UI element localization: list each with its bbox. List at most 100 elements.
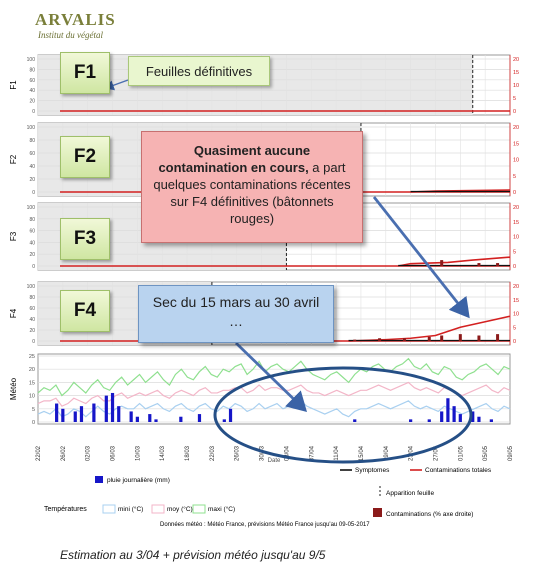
label-f1: F1 — [60, 52, 110, 94]
rain-bar — [427, 419, 431, 422]
right-tick-label: 5 — [513, 96, 516, 102]
arrow-contamination — [372, 196, 470, 319]
rain-bar — [197, 414, 202, 422]
left-tick-label: 100 — [27, 125, 36, 131]
left-tick-label: 60 — [29, 306, 35, 312]
x-tick-label: 18/03 — [185, 445, 191, 461]
rain-bar — [92, 403, 96, 422]
x-tick-label: 07/04 — [309, 445, 315, 461]
legend-tmean-label: moy (°C) — [167, 505, 193, 513]
contamination-bar — [378, 338, 382, 341]
legend-tmean-swatch — [151, 504, 165, 514]
legend-tmax-label: maxi (°C) — [208, 505, 235, 513]
meteo-tick-label: 0 — [32, 420, 35, 426]
rain-bar — [228, 408, 233, 422]
callout-contamination-bold: Quasiment aucune contamination en cours, — [158, 143, 311, 175]
rain-bar — [446, 398, 450, 422]
right-tick-label: 15 — [513, 220, 519, 226]
left-tick-label: 40 — [29, 317, 35, 323]
left-tick-label: 60 — [29, 78, 35, 84]
legend-temps-title: Températures — [44, 506, 87, 513]
right-tick-label: 5 — [513, 325, 516, 331]
right-tick-label: 20 — [513, 57, 519, 63]
contamination-bar — [496, 334, 500, 341]
x-tick-label: 01/05 — [458, 445, 464, 461]
rain-bar — [409, 419, 413, 422]
rain-bar — [79, 406, 84, 422]
source-note: Données météo : Météo France, prévisions… — [160, 522, 370, 528]
left-tick-label: 80 — [29, 295, 35, 301]
legend-emergence-label: Apparition feuille — [386, 490, 434, 497]
left-tick-label: 0 — [32, 264, 35, 270]
contamination-bar — [402, 338, 406, 341]
rain-bar — [104, 395, 108, 422]
contamination-bar — [458, 334, 462, 341]
left-tick-label: 0 — [32, 190, 35, 196]
left-tick-label: 80 — [29, 67, 35, 73]
logo-name: ARVALIS — [35, 10, 116, 29]
x-tick-label: 26/02 — [61, 445, 67, 461]
right-tick-label: 10 — [513, 312, 519, 318]
legend-tmin-label: mini (°C) — [118, 505, 143, 513]
right-tick-label: 10 — [513, 235, 519, 241]
rain-bar — [477, 416, 481, 422]
x-axis-label: Date — [268, 458, 281, 464]
contamination-bar — [440, 260, 444, 266]
contamination-bar — [477, 335, 481, 341]
left-tick-label: 40 — [29, 88, 35, 94]
right-tick-label: 0 — [513, 339, 516, 345]
x-tick-label: 09/05 — [508, 445, 514, 461]
left-tick-label: 100 — [27, 205, 36, 211]
right-tick-label: 15 — [513, 70, 519, 76]
x-tick-label: 19/04 — [384, 445, 390, 461]
x-tick-label: 03/04 — [284, 445, 290, 461]
left-tick-label: 20 — [29, 328, 35, 334]
callout-f1-note: Feuilles définitives — [128, 56, 270, 86]
right-tick-label: 20 — [513, 205, 519, 211]
legend-tmax-swatch — [192, 504, 206, 514]
right-tick-label: 0 — [513, 264, 516, 270]
x-tick-label: 27/04 — [433, 445, 439, 461]
right-tick-label: 10 — [513, 83, 519, 89]
x-tick-label: 10/03 — [135, 445, 141, 461]
right-tick-label: 20 — [513, 284, 519, 290]
rain-bar — [489, 419, 493, 422]
panel-ylabel: F2 — [9, 154, 18, 164]
contamination-total-line — [398, 256, 511, 267]
temp-mean-line — [37, 381, 511, 407]
x-tick-label: 15/04 — [359, 445, 365, 461]
contamination-bar — [427, 336, 431, 341]
right-tick-label: 15 — [513, 141, 519, 147]
meteo-tick-label: 10 — [29, 394, 35, 400]
label-f2: F2 — [60, 136, 110, 178]
x-tick-label: 22/02 — [36, 445, 42, 461]
temp-max-line — [37, 357, 511, 397]
contamination-bar — [440, 335, 444, 341]
x-tick-label: 26/03 — [235, 445, 241, 461]
legend-contam-label: Contaminations totales — [425, 467, 492, 474]
contamination-bar — [477, 263, 481, 266]
rain-bar — [353, 419, 357, 422]
left-tick-label: 20 — [29, 177, 35, 183]
rain-bar — [55, 403, 59, 422]
meteo-ylabel: Météo — [9, 377, 18, 400]
x-tick-label: 11/04 — [334, 445, 340, 460]
right-tick-label: 0 — [513, 190, 516, 196]
legend-tmin-swatch — [102, 504, 116, 514]
rain-bar — [471, 411, 475, 422]
dry-period-ellipse — [213, 366, 473, 464]
right-tick-label: 20 — [513, 125, 519, 131]
panel-ylabel: F1 — [9, 80, 18, 90]
x-tick-label: 30/03 — [260, 445, 266, 461]
right-tick-label: 15 — [513, 298, 519, 304]
left-tick-label: 0 — [32, 109, 35, 115]
callout-dry-period: Sec du 15 mars au 30 avril … — [138, 285, 334, 343]
callout-f1-text: Feuilles définitives — [145, 63, 253, 79]
rain-bar — [440, 411, 444, 422]
meteo-tick-label: 25 — [29, 354, 35, 360]
x-tick-label: 23/04 — [409, 445, 415, 461]
left-tick-label: 20 — [29, 99, 35, 105]
left-tick-label: 40 — [29, 164, 35, 170]
left-tick-label: 0 — [32, 339, 35, 345]
legend-rain-label: pluie journalière (mm) — [107, 477, 170, 484]
